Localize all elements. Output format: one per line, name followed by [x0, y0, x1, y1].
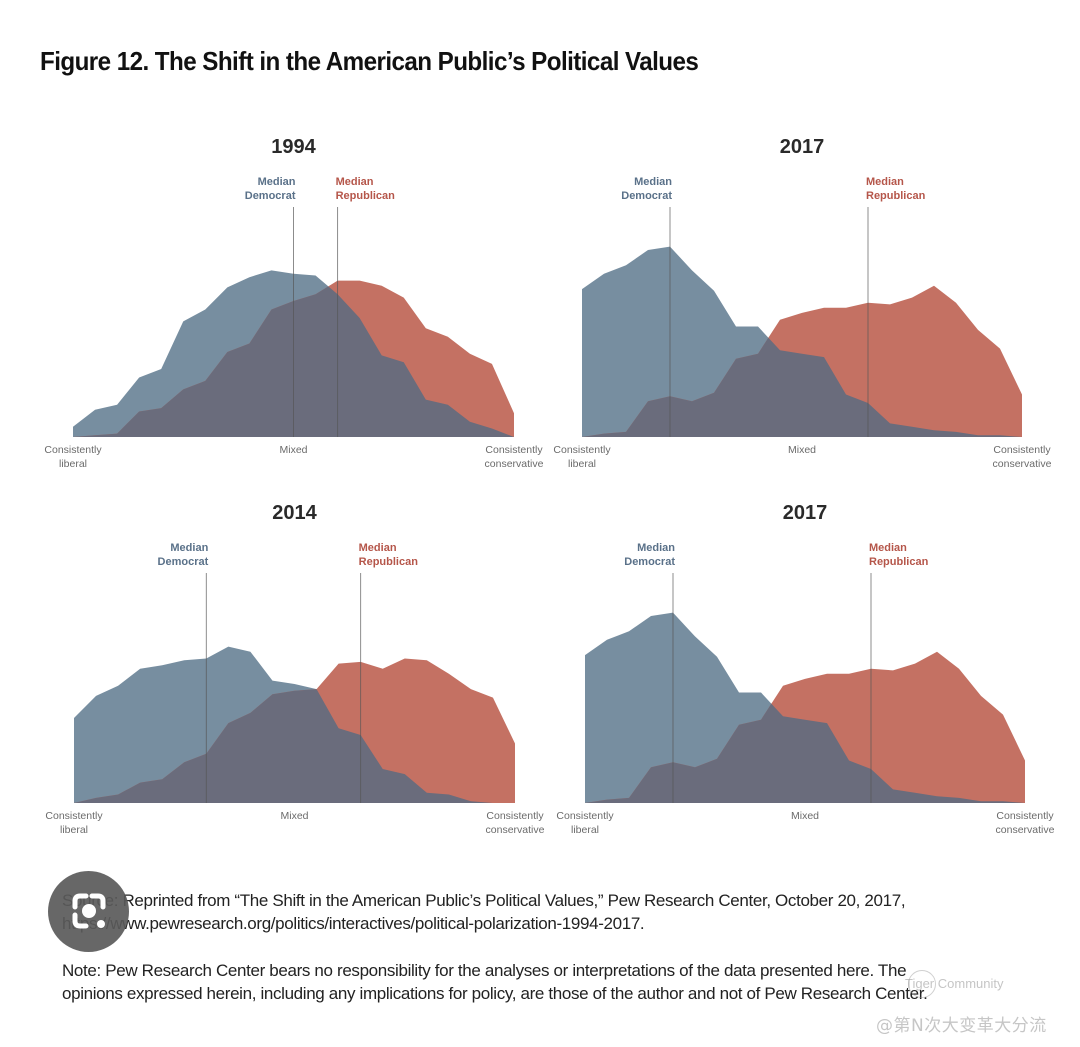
x-axis-label: conservative	[486, 824, 545, 836]
x-axis-label: Mixed	[279, 444, 307, 456]
lens-search-icon	[72, 893, 106, 929]
median-democrat-label: Median	[258, 176, 296, 188]
source-note: Source: Reprinted from “The Shift in the…	[62, 889, 1062, 935]
x-axis-label: Consistently	[553, 444, 611, 456]
chart-year-title: 2014	[272, 502, 317, 524]
median-republican-label: Median	[336, 176, 374, 188]
x-axis-label: liberal	[60, 824, 88, 836]
median-democrat-label: Median	[637, 542, 675, 554]
chart-year-title: 1994	[271, 136, 316, 158]
x-axis-label: Mixed	[788, 444, 816, 456]
median-republican-label: Median	[869, 542, 907, 554]
median-democrat-label: Democrat	[245, 190, 296, 202]
x-axis-label: conservative	[996, 824, 1055, 836]
chart-year-title: 2017	[783, 502, 828, 524]
x-axis-label: liberal	[571, 824, 599, 836]
median-republican-label: Republican	[336, 190, 396, 202]
x-axis-label: Consistently	[486, 810, 544, 822]
median-republican-label: Median	[359, 542, 397, 554]
median-democrat-label: Democrat	[158, 556, 209, 568]
x-axis-label: Consistently	[45, 810, 103, 822]
x-axis-label: liberal	[568, 458, 596, 470]
x-axis-label: Consistently	[485, 444, 543, 456]
median-democrat-label: Median	[634, 176, 672, 188]
watermark-handle: @第N次大变革大分流	[876, 1016, 1047, 1036]
median-republican-label: Republican	[866, 190, 926, 202]
x-axis-label: Mixed	[280, 810, 308, 822]
median-democrat-label: Democrat	[621, 190, 672, 202]
watermark-logo-icon	[908, 970, 936, 998]
watermark-community: Tiger Community	[905, 976, 1004, 991]
note-line-2: opinions expressed herein, including any…	[62, 984, 928, 1003]
figure-title: Figure 12. The Shift in the American Pub…	[40, 46, 699, 76]
x-axis-label: Consistently	[44, 444, 102, 456]
note-line-1: Note: Pew Research Center bears no respo…	[62, 961, 907, 980]
source-url: https://www.pewresearch.org/politics/int…	[62, 914, 645, 933]
median-democrat-label: Median	[170, 542, 208, 554]
chart-year-title: 2017	[780, 136, 825, 158]
x-axis-label: Consistently	[556, 810, 614, 822]
lens-search-button[interactable]	[48, 871, 129, 952]
x-axis-label: liberal	[59, 458, 87, 470]
x-axis-label: Consistently	[993, 444, 1051, 456]
x-axis-label: Consistently	[996, 810, 1054, 822]
x-axis-label: conservative	[993, 458, 1052, 470]
median-republican-label: Median	[866, 176, 904, 188]
median-republican-label: Republican	[359, 556, 419, 568]
median-democrat-label: Democrat	[624, 556, 675, 568]
x-axis-label: conservative	[485, 458, 544, 470]
x-axis-label: Mixed	[791, 810, 819, 822]
disclaimer-note: Note: Pew Research Center bears no respo…	[62, 959, 1062, 1005]
median-republican-label: Republican	[869, 556, 929, 568]
democrat-area	[585, 612, 1025, 803]
source-line-1: Source: Reprinted from “The Shift in the…	[62, 891, 906, 910]
democrat-area	[582, 246, 1022, 437]
